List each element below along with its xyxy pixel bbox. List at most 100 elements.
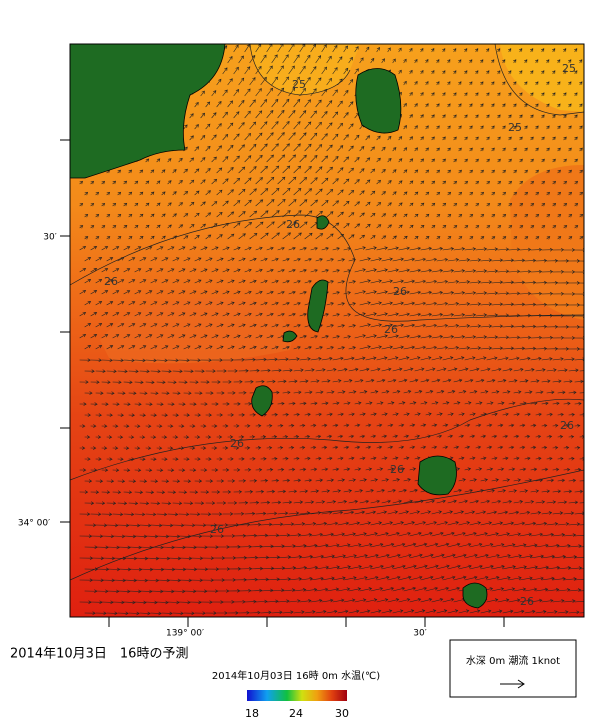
current-arrow	[414, 499, 424, 504]
current-arrow	[409, 180, 414, 185]
current-arrow	[513, 521, 526, 526]
current-arrow	[453, 225, 458, 229]
current-arrow	[508, 136, 512, 141]
current-arrow	[535, 125, 539, 130]
current-arrow	[128, 545, 142, 550]
current-arrow	[260, 588, 274, 593]
current-arrow	[255, 110, 263, 119]
current-arrow	[79, 512, 91, 516]
current-arrow	[332, 200, 340, 207]
current-arrow	[90, 246, 98, 251]
current-arrow	[161, 435, 168, 439]
current-arrow	[101, 468, 109, 472]
current-arrow	[579, 214, 584, 218]
current-arrow	[106, 391, 115, 395]
current-arrow	[348, 521, 361, 526]
current-arrow	[546, 191, 551, 196]
current-arrow	[480, 125, 484, 130]
current-arrow	[238, 323, 246, 328]
current-arrow	[458, 478, 466, 482]
current-arrow	[266, 423, 273, 428]
current-arrow	[244, 446, 251, 450]
current-arrow	[568, 325, 581, 329]
current-arrow	[365, 135, 371, 141]
current-arrow	[425, 103, 429, 108]
current-arrow	[271, 257, 279, 262]
current-arrow	[398, 268, 411, 273]
current-arrow	[106, 611, 118, 616]
current-arrow	[513, 367, 524, 372]
current-arrow	[387, 598, 400, 603]
current-arrow	[211, 380, 221, 384]
current-arrow	[222, 380, 232, 384]
current-arrow	[337, 56, 343, 64]
current-arrow	[409, 114, 413, 119]
current-arrow	[321, 247, 329, 251]
current-arrow	[233, 402, 241, 406]
current-arrow	[271, 301, 279, 306]
current-arrow	[469, 367, 480, 372]
current-arrow	[288, 199, 297, 207]
current-arrow	[249, 457, 256, 461]
current-arrow	[128, 567, 143, 572]
current-arrow	[161, 301, 169, 306]
current-arrow	[552, 401, 560, 406]
current-arrow	[409, 531, 422, 537]
current-arrow	[244, 424, 251, 428]
current-arrow	[161, 457, 168, 461]
current-arrow	[480, 478, 488, 482]
current-arrow	[381, 390, 390, 394]
current-arrow	[497, 180, 501, 185]
current-arrow	[508, 269, 521, 274]
current-arrow	[299, 290, 307, 295]
current-arrow	[128, 589, 142, 594]
current-arrow	[464, 423, 471, 428]
current-arrow	[469, 542, 483, 548]
current-arrow	[238, 99, 245, 108]
current-arrow	[524, 81, 528, 86]
current-arrow	[513, 434, 520, 439]
current-arrow	[475, 114, 479, 119]
current-arrow	[475, 247, 488, 251]
current-arrow	[304, 390, 313, 395]
current-arrow	[475, 532, 488, 537]
current-arrow	[321, 88, 328, 97]
current-arrow	[453, 488, 462, 493]
current-arrow	[398, 47, 402, 53]
current-arrow	[343, 489, 353, 493]
current-arrow	[557, 368, 568, 372]
current-arrow	[513, 169, 517, 174]
current-arrow	[464, 553, 478, 559]
current-arrow	[271, 368, 282, 373]
current-arrow	[464, 401, 472, 405]
current-arrow	[425, 609, 437, 614]
current-arrow	[513, 478, 522, 482]
current-arrow	[579, 478, 584, 483]
current-arrow	[491, 147, 495, 152]
current-arrow	[299, 87, 306, 97]
current-arrow	[398, 224, 403, 229]
current-arrow	[491, 191, 496, 196]
current-arrow	[337, 258, 345, 262]
current-arrow	[299, 44, 306, 53]
current-arrow	[420, 378, 430, 383]
current-arrow	[568, 169, 572, 174]
current-arrow	[535, 587, 549, 592]
current-arrow	[326, 77, 332, 86]
current-arrow	[513, 456, 520, 461]
current-arrow	[458, 147, 462, 152]
current-arrow	[233, 155, 240, 163]
current-arrow	[112, 290, 120, 295]
current-arrow	[156, 468, 164, 472]
current-arrow	[480, 367, 491, 372]
current-arrow	[359, 587, 373, 592]
current-arrow	[579, 282, 584, 284]
current-arrow	[299, 176, 308, 185]
current-arrow	[172, 391, 181, 396]
current-arrow	[409, 488, 418, 493]
current-arrow	[469, 521, 482, 526]
current-arrow	[222, 358, 234, 362]
current-arrow	[420, 246, 433, 251]
current-arrow	[288, 511, 300, 515]
current-arrow	[150, 323, 158, 328]
